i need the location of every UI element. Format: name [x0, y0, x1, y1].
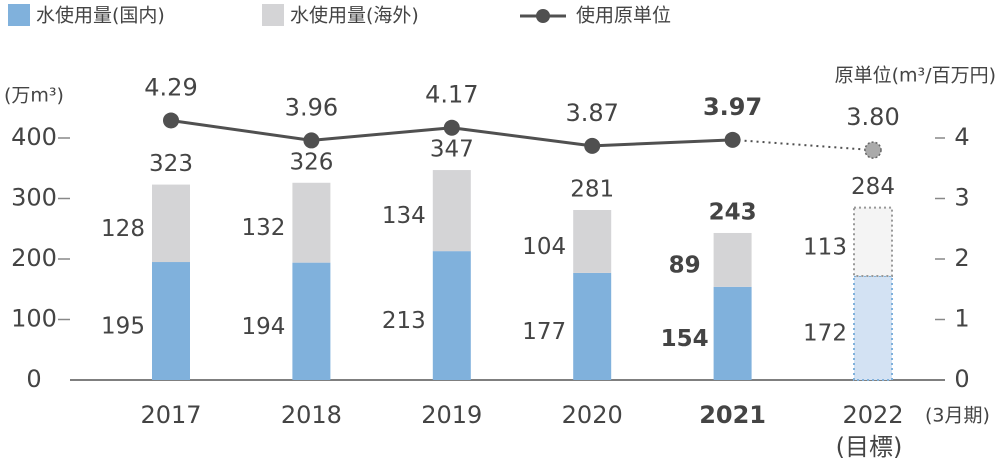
- data-label: 113: [803, 234, 847, 260]
- legend-marker: [536, 9, 550, 23]
- bar-overseas: [432, 170, 471, 252]
- bar-overseas: [573, 209, 612, 273]
- x-tick-label: 2021: [699, 401, 766, 429]
- x-tick-label: 2017: [140, 401, 201, 429]
- bar-domestic: [152, 262, 190, 380]
- data-label: 89: [669, 252, 701, 278]
- total-label: 347: [430, 137, 474, 163]
- line-label: 3.80: [846, 103, 899, 131]
- x-tick-label: 2022: [842, 401, 903, 429]
- data-label: 213: [382, 308, 426, 334]
- data-label: 104: [522, 234, 566, 260]
- y-tick-label: 100: [11, 305, 57, 333]
- y2-tick-label: 0: [954, 365, 969, 393]
- legend-label: 水使用量(海外): [290, 5, 419, 27]
- line-segment: [732, 138, 874, 152]
- total-label: 323: [149, 151, 193, 177]
- data-label: 154: [661, 326, 709, 352]
- y2-tick-label: 3: [954, 184, 969, 212]
- x-tick-label: 2020: [562, 401, 623, 429]
- x-annotation: (3月期): [925, 405, 990, 427]
- line-marker: [163, 112, 179, 129]
- bar-domestic: [713, 286, 752, 380]
- line-segment: [592, 138, 733, 148]
- y-tick-label: 300: [11, 184, 57, 212]
- bar-overseas: [713, 232, 752, 287]
- y2-tick-label: 2: [954, 244, 969, 272]
- data-label: 195: [101, 314, 145, 340]
- line-label: 3.87: [565, 99, 618, 127]
- line-marker: [864, 141, 882, 159]
- legend-label: 水使用量(国内): [36, 5, 165, 27]
- total-label: 281: [570, 176, 614, 202]
- y-tick-label: 400: [11, 123, 57, 151]
- total-label: 326: [289, 149, 333, 175]
- line-label: 3.97: [703, 93, 762, 121]
- bar-domestic: [292, 262, 331, 380]
- line-label: 4.17: [425, 81, 478, 109]
- y-tick-label: 0: [26, 365, 41, 393]
- total-label: 243: [709, 199, 757, 225]
- y2-tick-label: 4: [954, 123, 969, 151]
- data-label: 172: [803, 320, 847, 346]
- bar-overseas: [292, 182, 331, 263]
- line-marker: [724, 131, 741, 148]
- data-label: 132: [241, 215, 285, 241]
- data-label: 194: [241, 314, 285, 340]
- line-marker: [303, 132, 320, 149]
- bar-overseas: [853, 206, 893, 277]
- y2-axis-title: 原単位(m³/百万円): [835, 65, 996, 87]
- legend-label: 使用原単位: [576, 5, 671, 27]
- x-tick-sublabel: (目標): [836, 433, 903, 461]
- data-label: 128: [101, 216, 145, 242]
- y-axis-title: (万m³): [4, 85, 64, 107]
- data-label: 177: [522, 319, 566, 345]
- line-segment: [311, 126, 452, 142]
- line-segment: [170, 118, 312, 142]
- line-label: 3.96: [285, 93, 338, 121]
- data-label: 134: [382, 203, 426, 229]
- line-marker: [584, 137, 601, 154]
- legend-swatch: [262, 4, 284, 26]
- bar-overseas: [152, 184, 190, 263]
- y-tick-label: 200: [11, 244, 57, 272]
- line-marker: [443, 119, 460, 136]
- bar-domestic: [853, 274, 893, 381]
- bar-domestic: [573, 272, 612, 380]
- legend-swatch: [8, 4, 30, 26]
- line-segment: [451, 126, 593, 148]
- y2-tick-label: 1: [954, 305, 969, 333]
- total-label: 284: [851, 174, 895, 200]
- x-tick-label: 2019: [421, 401, 482, 429]
- x-tick-label: 2018: [281, 401, 342, 429]
- bar-domestic: [432, 251, 471, 380]
- line-label: 4.29: [144, 73, 197, 101]
